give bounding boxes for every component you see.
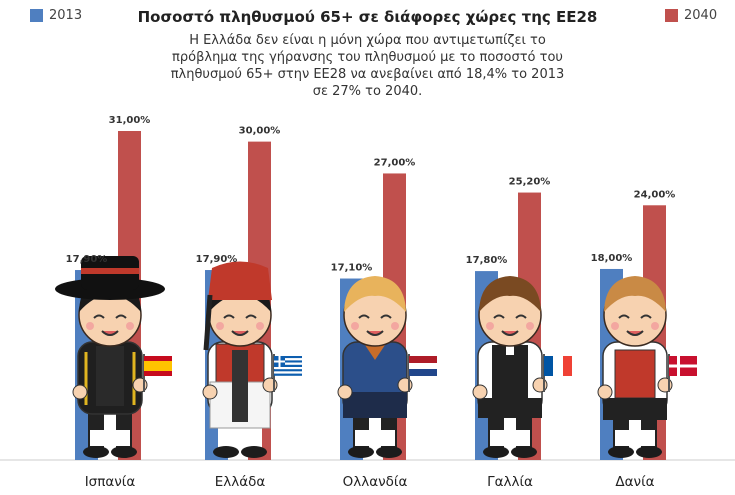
category-label: Γαλλία [487, 474, 533, 490]
figure-illustration [55, 256, 172, 458]
figure-illustration [472, 276, 572, 458]
figure-illustration [597, 276, 697, 458]
figures-layer [55, 256, 697, 458]
legend-swatch-2040 [665, 9, 678, 22]
chart-subtitle: Η Ελλάδα δεν είναι η μόνη χώρα που αντιμ… [170, 33, 565, 99]
data-label-2013: 17,90% [196, 254, 238, 265]
data-label-2040: 24,00% [634, 189, 676, 200]
legend-label-2013: 2013 [49, 8, 83, 23]
category-label: Ισπανία [85, 474, 136, 490]
flag-icon [544, 356, 572, 376]
data-label-2013: 17,10% [331, 263, 373, 274]
data-label-2013: 18,00% [591, 253, 633, 264]
labels-layer: 17,90% 31,00% Ισπανία 17,90% 30,00% Ελλάδα 17,… [66, 115, 676, 490]
figure-illustration [202, 261, 302, 458]
flag-icon [144, 356, 172, 376]
data-label-2040: 27,00% [374, 157, 416, 168]
flag-icon [409, 356, 437, 376]
data-label-2040: 31,00% [109, 115, 151, 126]
flag-icon [669, 356, 697, 376]
legend-2040: 2040 [665, 8, 717, 23]
category-label: Δανία [615, 474, 654, 490]
chart-title: Ποσοστό πληθυσμού 65+ σε διάφορες χώρες … [137, 8, 598, 26]
category-label: Ελλάδα [215, 474, 266, 490]
figure-illustration [337, 276, 437, 458]
data-label-2040: 25,20% [509, 177, 551, 188]
data-label-2013: 17,80% [466, 255, 508, 266]
legend-swatch-2013 [30, 9, 43, 22]
data-label-2013: 17,90% [66, 254, 108, 265]
legend-2013: 2013 [30, 8, 82, 23]
data-label-2040: 30,00% [239, 126, 281, 137]
category-label: Ολλανδία [343, 474, 408, 490]
flag-icon [274, 356, 302, 376]
legend-label-2040: 2040 [684, 8, 718, 23]
